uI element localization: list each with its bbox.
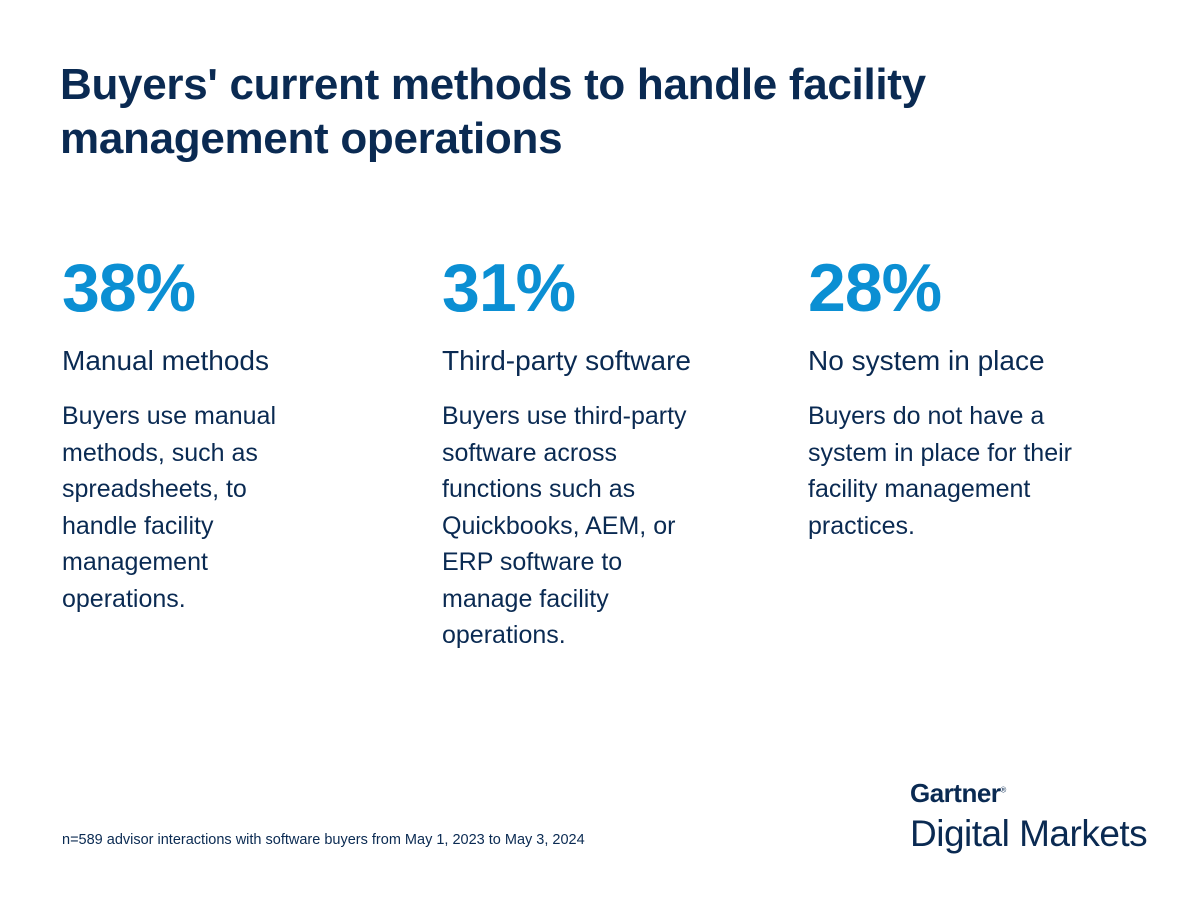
stat-percent: 38% bbox=[62, 250, 196, 326]
stat-percent: 31% bbox=[442, 250, 576, 326]
stat-percent: 28% bbox=[808, 250, 942, 326]
gartner-digital-markets-logo: Gartner® Digital Markets bbox=[910, 778, 1148, 855]
logo-brand: Gartner bbox=[910, 778, 1001, 808]
stat-description: Buyers use manual methods, such as sprea… bbox=[62, 402, 277, 613]
stat-description: Buyers do not have a system in place for… bbox=[808, 402, 1072, 540]
stat-description: Buyers use third-party software across f… bbox=[442, 402, 687, 649]
stat-heading: Third-party software bbox=[442, 345, 691, 376]
page-title: Buyers' current methods to handle facili… bbox=[60, 60, 926, 163]
stat-heading: No system in place bbox=[808, 345, 1045, 376]
stat-heading: Manual methods bbox=[62, 345, 270, 376]
logo-product: Digital Markets bbox=[910, 813, 1148, 854]
footnote: n=589 advisor interactions with software… bbox=[62, 832, 585, 848]
registered-mark: ® bbox=[1000, 785, 1006, 795]
stat-no-system: 28% No system in place Buyers do not hav… bbox=[808, 250, 1138, 544]
stat-manual-methods: 38% Manual methods Buyers use manual met… bbox=[62, 250, 362, 617]
stat-third-party-software: 31% Third-party software Buyers use thir… bbox=[442, 250, 762, 654]
